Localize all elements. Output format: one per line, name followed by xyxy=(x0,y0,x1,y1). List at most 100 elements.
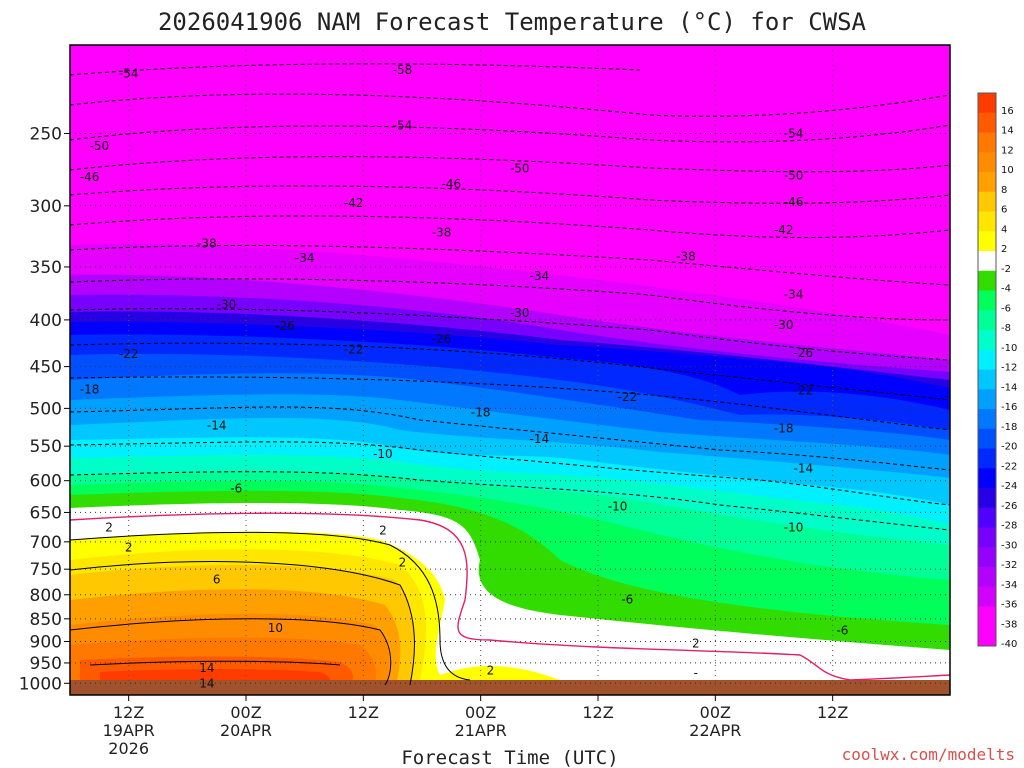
colorbar-label: -16 xyxy=(1001,402,1017,413)
pressure-tick-label: 600 xyxy=(30,472,62,492)
chart-title: 2026041906 NAM Forecast Temperature (°C)… xyxy=(158,8,867,36)
pressure-tick-label: 450 xyxy=(30,358,62,378)
colorbar-swatch xyxy=(978,152,996,173)
pressure-tick-label: 350 xyxy=(30,258,62,278)
colorbar-label: 10 xyxy=(1001,165,1014,176)
colorbar-label: -28 xyxy=(1001,521,1017,532)
isotherm-contours xyxy=(70,63,950,531)
isotherm-label: -30 xyxy=(217,298,237,312)
time-tick-label: 12Z xyxy=(582,703,613,722)
colorbar-swatch xyxy=(978,567,996,588)
isotherm-label: -22 xyxy=(344,342,364,356)
colorbar-swatch xyxy=(978,251,996,272)
isotherm-label: -30 xyxy=(510,306,530,320)
colorbar-label: -36 xyxy=(1001,600,1017,611)
pressure-tick-label: 650 xyxy=(30,503,62,523)
isotherm-label: -22 xyxy=(618,390,638,404)
colorbar-label: 14 xyxy=(1001,126,1014,137)
colorbar-swatch xyxy=(978,586,996,607)
isotherm-label: 2 xyxy=(379,523,387,537)
x-axis-label: Forecast Time (UTC) xyxy=(401,747,618,768)
time-tick-label: 20APR xyxy=(220,721,272,740)
plot-frame xyxy=(69,44,951,696)
colorbar-swatch xyxy=(978,448,996,469)
colorbar-swatch xyxy=(978,349,996,370)
colorbar-swatch xyxy=(978,270,996,291)
isotherm-label: -46 xyxy=(442,177,462,191)
colorbar-swatch xyxy=(978,172,996,193)
isotherm-label: -10 xyxy=(784,520,804,534)
isotherm-label: 14 xyxy=(199,676,214,690)
isotherm-label: 2 xyxy=(105,520,113,534)
isotherm-label: -54 xyxy=(393,118,413,132)
isotherm-label: -6 xyxy=(621,593,633,607)
freezing-line xyxy=(70,512,950,681)
isotherm-label: -42 xyxy=(774,223,794,237)
isotherm-label: -10 xyxy=(373,447,393,461)
isotherm-label: -38 xyxy=(676,250,696,264)
colorbar-swatch xyxy=(978,231,996,252)
colorbar-swatch xyxy=(978,132,996,153)
colorbar-label: -8 xyxy=(1001,323,1011,334)
pressure-tick-label: 400 xyxy=(30,311,62,331)
colorbar-swatch xyxy=(978,191,996,212)
isotherm-label: -26 xyxy=(275,319,295,333)
colorbar-label: -30 xyxy=(1001,540,1017,551)
isotherm-label: -10 xyxy=(608,499,628,513)
colorbar-label: -6 xyxy=(1001,303,1011,314)
colorbar-label: -22 xyxy=(1001,461,1017,472)
colorbar-label: 4 xyxy=(1001,224,1007,235)
isotherm-label: - xyxy=(694,666,698,680)
time-tick-label: 00Z xyxy=(700,703,731,722)
time-tick-label: 22APR xyxy=(689,721,741,740)
colorbar-label: -2 xyxy=(1001,264,1011,275)
pressure-tick-label: 850 xyxy=(30,610,62,630)
pressure-tick-label: 1000 xyxy=(19,674,62,694)
colorbar-swatch xyxy=(978,330,996,351)
colorbar-swatch xyxy=(978,409,996,430)
colorbar-swatch xyxy=(978,310,996,331)
colorbar-swatch xyxy=(978,547,996,568)
isotherm-labels: -54 -58-54-54-50-50-50-46-46-46-42 -42-42-… xyxy=(70,63,848,690)
isotherm-label: 14 xyxy=(199,661,214,675)
colorbar-label: 8 xyxy=(1001,185,1007,196)
isotherm-label: -38 xyxy=(197,237,217,251)
colorbar-swatch xyxy=(978,626,996,647)
pressure-tick-label: 750 xyxy=(30,560,62,580)
colorbar-label: 2 xyxy=(1001,244,1007,255)
colorbar-swatch xyxy=(978,93,996,114)
pressure-tick-label: 500 xyxy=(30,399,62,419)
time-tick-label: 2026 xyxy=(108,739,149,758)
pressure-tick-label: 950 xyxy=(30,654,62,674)
isotherm-label: 2 xyxy=(487,663,495,677)
isotherm-label: 2 xyxy=(399,555,407,569)
isotherm-label: 6 xyxy=(213,573,221,587)
time-tick-label: 00Z xyxy=(465,703,496,722)
colorbar-swatch xyxy=(978,468,996,489)
isotherm-label: -22 xyxy=(119,347,139,361)
pressure-tick-label: 900 xyxy=(30,632,62,652)
isotherm-label: -50 xyxy=(510,161,530,175)
isotherm-label: -18 xyxy=(80,383,100,397)
colorbar-swatch xyxy=(978,527,996,548)
isotherm-label: -46 xyxy=(784,195,804,209)
colorbar-label: -34 xyxy=(1001,580,1017,591)
colorbar: 16 14 12 10 8 6 4 2 -2 -4 -6 -8 -10 -12 -14 -16 -18 -20 -2… xyxy=(977,92,1017,650)
isotherm-label: -18 xyxy=(471,405,491,419)
colorbar-label: 6 xyxy=(1001,205,1007,216)
credit-text: coolwx.com/modelts xyxy=(842,745,1015,764)
isotherm-label: -14 xyxy=(530,432,550,446)
colorbar-swatch xyxy=(978,389,996,410)
isotherm-label: -34 xyxy=(295,251,315,265)
colorbar-label: -14 xyxy=(1001,382,1017,393)
time-tick-label: 00Z xyxy=(230,703,261,722)
colorbar-label: -24 xyxy=(1001,481,1017,492)
isotherm-label: -6 xyxy=(230,482,242,496)
pressure-axis: 2503003504004505005506006507007508008509… xyxy=(19,124,70,694)
time-tick-label: 19APR xyxy=(103,721,155,740)
colorbar-label: -12 xyxy=(1001,363,1017,374)
isotherm-label: -26 xyxy=(432,332,452,346)
isotherm-label: -54 xyxy=(784,126,804,140)
isotherm-label: 10 xyxy=(268,621,283,635)
isotherm-label: -38 xyxy=(432,226,452,240)
